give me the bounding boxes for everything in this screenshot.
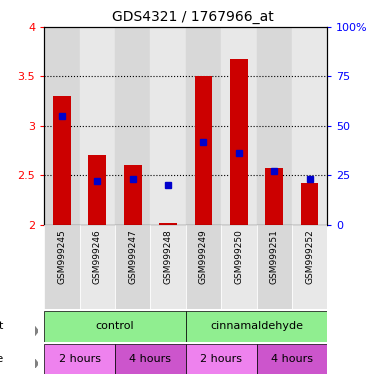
Bar	[256, 344, 327, 374]
Bar	[194, 76, 212, 225]
Bar	[256, 225, 292, 309]
Bar	[80, 27, 115, 225]
Text: time: time	[0, 354, 4, 364]
Text: 4 hours: 4 hours	[271, 354, 313, 364]
Bar	[44, 27, 80, 225]
Bar	[44, 225, 80, 309]
Bar	[44, 311, 186, 342]
Bar	[292, 27, 327, 225]
Bar	[115, 225, 151, 309]
Text: GDS4321 / 1767966_at: GDS4321 / 1767966_at	[112, 10, 273, 23]
Bar	[186, 225, 221, 309]
Bar	[151, 27, 186, 225]
Bar	[89, 156, 106, 225]
Text: GSM999249: GSM999249	[199, 229, 208, 284]
Text: GSM999247: GSM999247	[128, 229, 137, 284]
Text: GSM999248: GSM999248	[164, 229, 172, 284]
Bar	[186, 27, 221, 225]
Text: GSM999251: GSM999251	[270, 229, 279, 284]
Text: GSM999252: GSM999252	[305, 229, 314, 284]
Bar	[53, 96, 71, 225]
Text: cinnamaldehyde: cinnamaldehyde	[210, 321, 303, 331]
Bar	[159, 223, 177, 225]
Bar	[186, 344, 256, 374]
Bar	[124, 166, 142, 225]
Text: 2 hours: 2 hours	[59, 354, 100, 364]
Bar	[151, 225, 186, 309]
Text: control: control	[96, 321, 134, 331]
Polygon shape	[35, 359, 38, 368]
Bar	[115, 344, 186, 374]
Bar	[265, 168, 283, 225]
Bar	[44, 344, 115, 374]
Bar	[221, 27, 256, 225]
Bar	[80, 225, 115, 309]
Bar	[230, 58, 248, 225]
Text: GSM999245: GSM999245	[57, 229, 67, 284]
Text: GSM999246: GSM999246	[93, 229, 102, 284]
Polygon shape	[35, 326, 38, 336]
Text: GSM999250: GSM999250	[234, 229, 243, 284]
Bar	[292, 225, 327, 309]
Bar	[115, 27, 151, 225]
Text: 4 hours: 4 hours	[129, 354, 171, 364]
Bar	[256, 27, 292, 225]
Bar	[301, 183, 318, 225]
Text: 2 hours: 2 hours	[200, 354, 242, 364]
Bar	[221, 225, 256, 309]
Text: agent: agent	[0, 321, 4, 331]
Bar	[186, 311, 327, 342]
